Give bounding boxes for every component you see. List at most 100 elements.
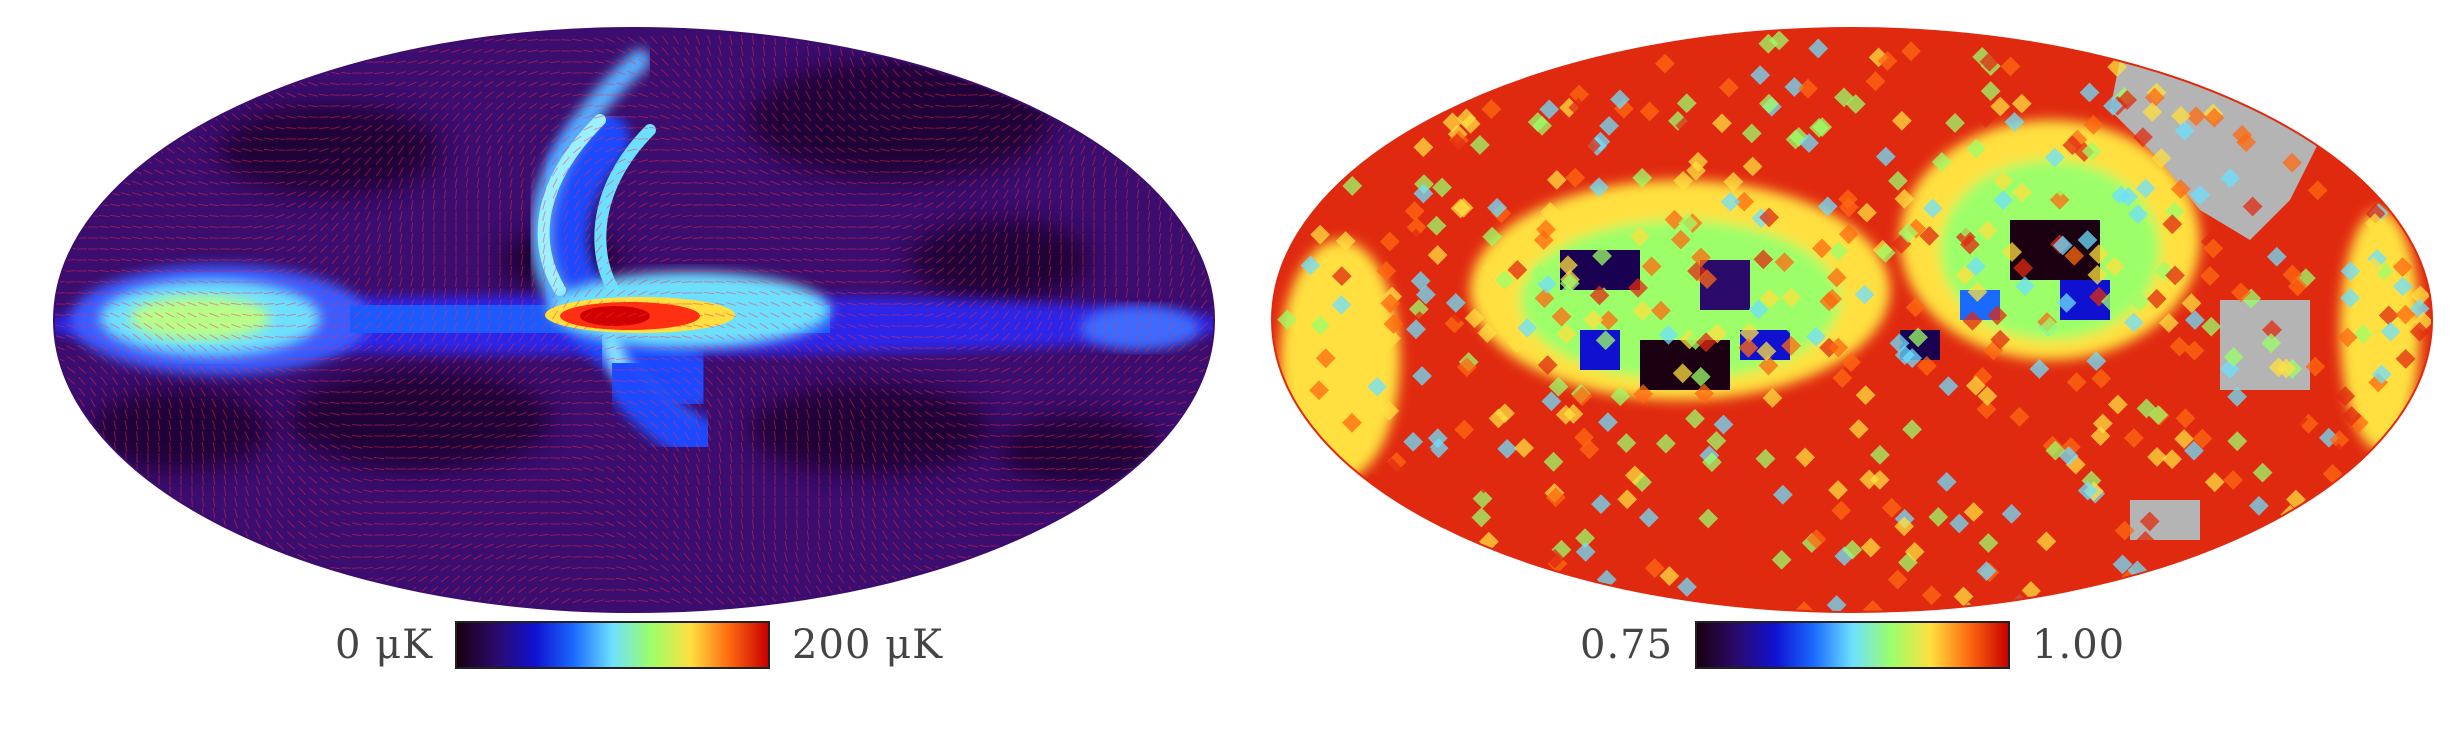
vector-segment [110, 146, 120, 154]
vector-segment [234, 486, 238, 496]
vector-segment [528, 92, 538, 98]
vector-segment [253, 236, 263, 240]
vector-segment [211, 68, 217, 78]
vector-segment [935, 390, 945, 394]
vector-segment [209, 291, 219, 295]
vector-segment [594, 311, 604, 319]
vector-segment [792, 290, 802, 296]
vector-segment [539, 113, 549, 121]
vector-segment [286, 290, 296, 296]
vector-segment [1080, 156, 1086, 166]
vector-segment [1045, 411, 1055, 417]
vector-segment [979, 466, 989, 472]
vector-segment [80, 35, 84, 45]
vector-segment [365, 200, 371, 210]
vector-segment [406, 522, 418, 526]
vector-segment [817, 57, 821, 67]
vector-segment [695, 541, 701, 551]
vector-segment [861, 464, 865, 474]
vector-segment [924, 313, 934, 317]
vector-segment [967, 379, 979, 383]
vector-segment [706, 541, 712, 551]
vector-segment [562, 321, 570, 331]
vector-segment [946, 532, 956, 538]
vector-segment [638, 92, 648, 98]
vector-segment [244, 431, 250, 441]
vector-segment [353, 266, 361, 276]
vector-segment [1003, 211, 1009, 221]
vector-segment [1157, 156, 1163, 166]
vector-segment [55, 377, 65, 385]
vector-segment [398, 288, 404, 298]
vector-segment [859, 377, 867, 385]
vector-segment [420, 310, 426, 320]
vector-segment [516, 500, 528, 504]
vector-segment [1158, 265, 1162, 277]
vector-segment [627, 191, 637, 197]
vector-segment [506, 434, 516, 438]
vector-segment [891, 269, 901, 273]
vector-segment [595, 266, 603, 276]
vector-segment [727, 113, 735, 121]
vector-segment [191, 452, 193, 464]
vector-segment [231, 366, 241, 374]
vector-segment [363, 456, 373, 460]
vector-segment [254, 68, 262, 78]
vector-segment [508, 156, 514, 166]
vector-segment [168, 430, 172, 442]
vector-segment [407, 411, 417, 417]
vector-segment [935, 312, 945, 318]
vector-segment [1089, 543, 1099, 549]
vector-segment [616, 422, 626, 428]
vector-segment [122, 101, 130, 111]
vector-segment [560, 511, 572, 515]
vector-segment [903, 519, 911, 529]
vector-segment [331, 233, 339, 243]
vector-segment [935, 543, 945, 549]
vector-segment [362, 511, 374, 515]
vector-segment [1026, 266, 1030, 276]
vector-segment [1012, 389, 1022, 395]
vector-segment [684, 519, 690, 529]
vector-segment [751, 34, 755, 46]
vector-segment [308, 476, 318, 484]
vector-segment [352, 322, 362, 330]
vector-segment [978, 390, 990, 394]
vector-segment [473, 489, 483, 493]
vector-segment [989, 424, 1001, 426]
vector-segment [1055, 456, 1067, 460]
vector-segment [1189, 333, 1197, 341]
vector-segment [528, 400, 538, 406]
vector-segment [1011, 490, 1023, 492]
vector-segment [474, 123, 482, 133]
vector-segment [682, 377, 692, 385]
vector-segment [717, 398, 723, 408]
vector-segment [839, 519, 843, 529]
vector-segment [759, 322, 769, 330]
vector-segment [362, 38, 374, 42]
vector-segment [718, 452, 722, 464]
vector-segment [539, 92, 549, 98]
vector-segment [979, 368, 989, 372]
vector-segment [879, 193, 891, 195]
vector-segment [661, 508, 669, 518]
vector-segment [109, 269, 121, 273]
vector-segment [814, 333, 824, 341]
vector-segment [275, 69, 285, 77]
vector-segment [616, 82, 626, 86]
vector-segment [341, 499, 351, 505]
vector-segment [1022, 39, 1034, 41]
vector-segment [429, 388, 439, 396]
vector-segment [925, 465, 933, 473]
vector-segment [243, 387, 251, 397]
vector-segment [584, 266, 592, 276]
vector-segment [453, 145, 459, 155]
vector-segment [1143, 500, 1155, 504]
vector-segment [87, 204, 99, 206]
vector-segment [796, 518, 798, 530]
vector-segment [1210, 104, 1214, 108]
vector-segment [913, 202, 923, 208]
vector-segment [88, 135, 98, 143]
vector-segment [68, 530, 74, 540]
vector-segment [410, 189, 414, 199]
